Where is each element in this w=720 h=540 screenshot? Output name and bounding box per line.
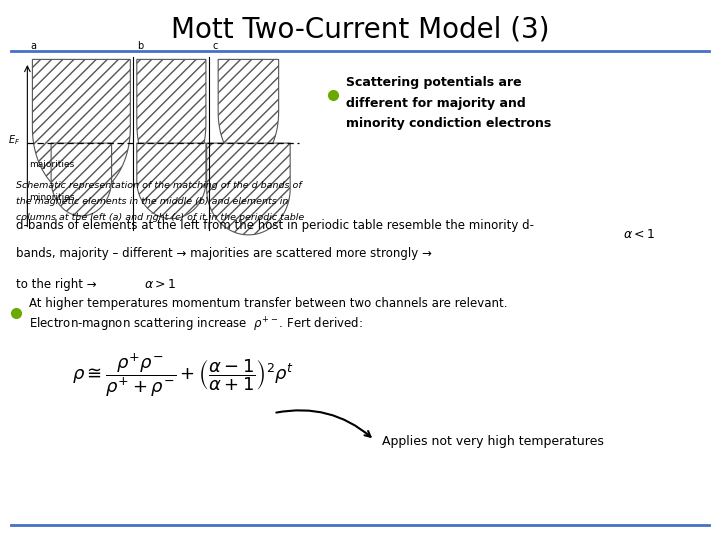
Polygon shape (137, 143, 206, 219)
Text: to the right →: to the right → (16, 278, 96, 291)
Text: c: c (212, 41, 217, 51)
Text: b: b (137, 41, 143, 51)
Text: Electron-magnon scattering increase  $\rho^{+-}$. Fert derived:: Electron-magnon scattering increase $\rh… (29, 316, 362, 334)
Text: $\alpha < 1$: $\alpha < 1$ (623, 228, 655, 241)
Polygon shape (51, 143, 112, 216)
Text: Mott Two-Current Model (3): Mott Two-Current Model (3) (171, 16, 549, 44)
Text: majorities: majorities (29, 160, 74, 169)
Text: $\alpha > 1$: $\alpha > 1$ (144, 278, 176, 291)
Text: the magnetic elements in the middle (b) and elements in: the magnetic elements in the middle (b) … (16, 197, 288, 206)
Text: minorities: minorities (29, 193, 74, 201)
Text: $\rho \cong \dfrac{\rho^{+}\rho^{-}}{\rho^{+}+\rho^{-}}+\left(\dfrac{\alpha-1}{\: $\rho \cong \dfrac{\rho^{+}\rho^{-}}{\rh… (72, 352, 294, 399)
Text: $E_F$: $E_F$ (8, 133, 20, 147)
Polygon shape (137, 59, 206, 186)
Text: columns at the left (a) and right (c) of it in the periodic table: columns at the left (a) and right (c) of… (16, 213, 304, 222)
Text: d-bands of elements at the left from the host in periodic table resemble the min: d-bands of elements at the left from the… (16, 219, 534, 232)
Text: Scattering potentials are: Scattering potentials are (346, 76, 521, 89)
Text: bands, majority – different → majorities are scattered more strongly →: bands, majority – different → majorities… (16, 247, 432, 260)
Text: Schematic representation of the matching of the d bands of: Schematic representation of the matching… (16, 181, 302, 190)
Polygon shape (207, 143, 290, 235)
Text: a: a (30, 41, 36, 51)
Text: Applies not very high temperatures: Applies not very high temperatures (382, 435, 603, 448)
Text: minority condiction electrons: minority condiction electrons (346, 117, 551, 130)
Polygon shape (218, 59, 279, 165)
Text: different for majority and: different for majority and (346, 97, 526, 110)
Polygon shape (32, 59, 130, 197)
Text: At higher temperatures momentum transfer between two channels are relevant.: At higher temperatures momentum transfer… (29, 297, 508, 310)
